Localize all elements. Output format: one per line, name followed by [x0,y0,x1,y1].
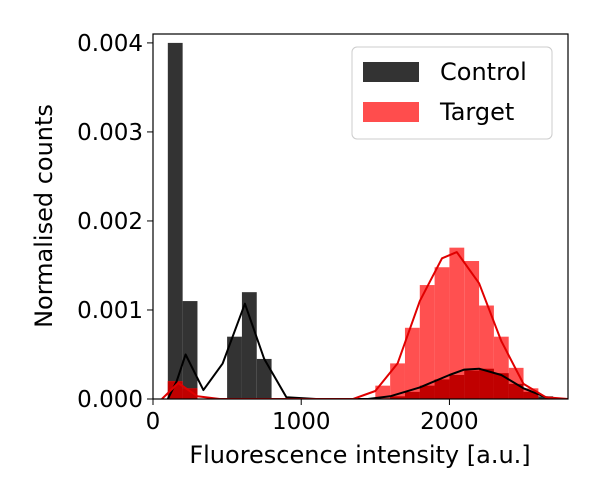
target-bar [390,363,405,399]
legend-swatch-control [363,62,419,82]
target-kde-line [161,251,568,399]
x-tick-label: 1000 [272,409,331,435]
overlap-bar [167,381,183,399]
overlap-bar [523,391,539,399]
kde-layer [161,251,568,399]
legend-label-target: Target [439,98,514,126]
overlap-bar [493,373,509,399]
legend-label-control: Control [440,58,527,86]
y-tick-label: 0.004 [77,31,143,57]
overlap-bar [449,374,465,399]
control-bar [227,336,242,399]
y-tick-label: 0.001 [77,298,143,324]
overlap-bar [464,370,480,399]
overlap-bar [404,391,420,399]
control-bar [256,358,272,399]
legend: Control Target [351,46,553,140]
target-bar [404,327,420,399]
control-bar [241,292,257,399]
control-bar [167,42,183,399]
y-axis: 0.000 0.001 0.002 0.003 0.004 [77,31,153,413]
target-bar [449,247,465,399]
overlap-bar [419,385,435,399]
target-bar [434,267,450,399]
legend-swatch-target [363,102,419,122]
target-bar [419,285,435,399]
overlap-bar [479,368,494,399]
plot-frame [152,33,569,400]
x-axis: 0 1000 2000 [146,399,479,435]
bars-layer [167,42,554,399]
overlap-bar [434,379,450,399]
x-axis-label: Fluorescence intensity [a.u.] [189,441,530,469]
target-bar [464,261,480,399]
control-kde-line [166,302,561,399]
overlap-bar [508,383,524,399]
target-bar [375,385,391,399]
y-tick-label: 0.003 [77,120,143,146]
x-tick-label: 2000 [420,409,479,435]
overlap-bar [390,396,405,399]
y-tick-label: 0.000 [77,387,143,413]
overlap-bar [182,388,198,399]
x-tick-label: 0 [146,409,161,435]
control-bar [182,301,198,399]
y-tick-label: 0.002 [77,209,143,235]
y-axis-label: Normalised counts [30,104,58,328]
